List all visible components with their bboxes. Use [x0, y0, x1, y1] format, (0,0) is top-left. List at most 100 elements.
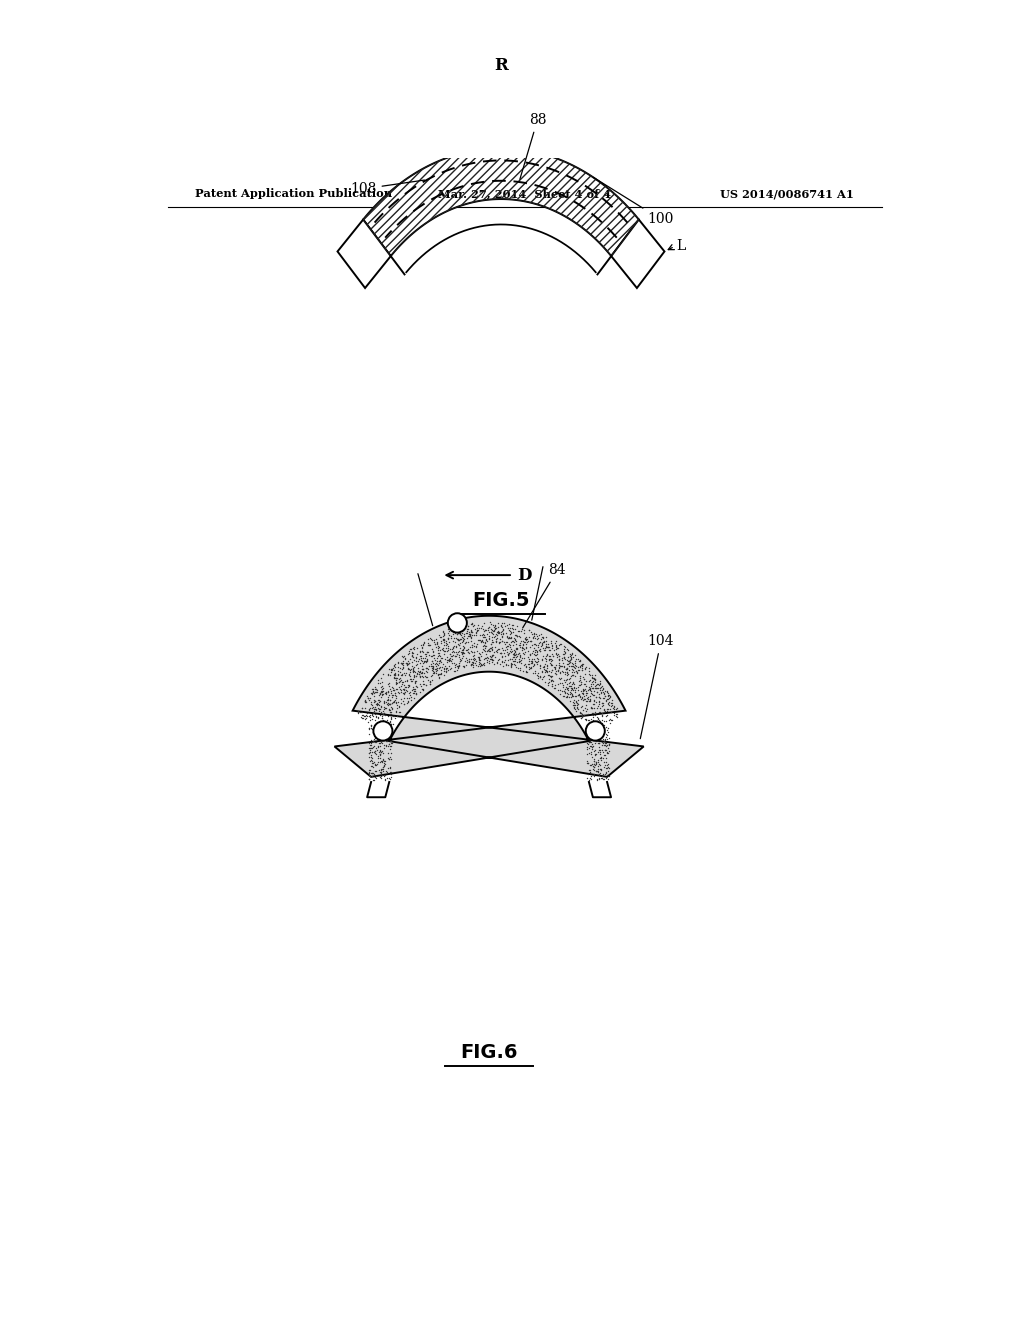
Point: [353, 697, 370, 718]
Point: [446, 661, 463, 682]
Point: [568, 649, 585, 671]
Point: [389, 706, 406, 727]
Point: [473, 655, 489, 676]
Point: [402, 661, 419, 682]
Point: [584, 747, 600, 768]
Point: [565, 677, 582, 698]
Point: [582, 688, 598, 709]
Point: [595, 694, 611, 715]
Point: [415, 667, 431, 688]
Point: [461, 622, 477, 643]
Point: [581, 709, 597, 730]
Polygon shape: [338, 219, 391, 288]
Point: [372, 762, 388, 783]
Point: [440, 619, 457, 640]
Point: [368, 727, 384, 748]
Point: [520, 651, 537, 672]
Point: [484, 615, 501, 636]
Point: [402, 669, 419, 690]
Point: [380, 735, 396, 756]
Point: [390, 660, 407, 681]
Point: [518, 638, 535, 659]
Point: [544, 649, 560, 671]
Point: [588, 730, 604, 751]
Point: [375, 759, 391, 780]
Point: [507, 619, 523, 640]
Point: [465, 656, 481, 677]
Point: [418, 651, 434, 672]
Point: [557, 682, 573, 704]
Point: [454, 627, 470, 648]
Point: [382, 678, 398, 700]
Point: [552, 680, 568, 701]
Point: [535, 657, 551, 678]
Point: [360, 768, 377, 789]
Point: [597, 680, 613, 701]
Point: [384, 659, 400, 680]
Point: [360, 759, 377, 780]
Point: [499, 642, 515, 663]
Point: [469, 640, 485, 661]
Point: [427, 659, 443, 680]
Point: [597, 755, 613, 776]
Point: [525, 623, 542, 644]
Point: [394, 672, 411, 693]
Point: [505, 634, 521, 655]
Point: [432, 664, 449, 685]
Point: [409, 653, 425, 675]
Point: [569, 694, 586, 715]
Point: [374, 750, 390, 771]
Point: [372, 741, 388, 762]
Point: [563, 678, 580, 700]
Point: [495, 645, 511, 667]
Point: [368, 754, 384, 775]
Point: [361, 746, 378, 767]
Point: [361, 763, 378, 784]
Point: [375, 756, 391, 777]
Point: [571, 649, 588, 671]
Point: [442, 643, 459, 664]
Point: [440, 631, 457, 652]
Point: [516, 627, 532, 648]
Point: [477, 648, 494, 669]
Point: [538, 648, 554, 669]
Point: [563, 685, 580, 706]
Point: [372, 682, 388, 704]
Point: [380, 726, 396, 747]
Point: [414, 649, 430, 671]
Point: [573, 686, 590, 708]
Point: [486, 653, 503, 675]
Point: [365, 752, 381, 774]
Point: [583, 767, 599, 788]
Point: [378, 692, 394, 713]
Point: [588, 717, 604, 738]
Point: [600, 692, 616, 713]
Point: [376, 714, 392, 735]
Point: [366, 764, 382, 785]
Point: [425, 644, 441, 665]
Point: [572, 665, 589, 686]
Point: [368, 693, 384, 714]
Point: [420, 669, 436, 690]
Point: [400, 643, 417, 664]
Point: [598, 726, 614, 747]
Point: [425, 663, 441, 684]
Point: [574, 700, 591, 721]
Point: [484, 639, 501, 660]
Point: [591, 688, 607, 709]
Point: [361, 735, 378, 756]
Point: [483, 638, 500, 659]
Point: [453, 649, 469, 671]
Point: [437, 656, 454, 677]
Point: [554, 677, 570, 698]
Point: [401, 668, 418, 689]
Point: [429, 635, 445, 656]
Point: [454, 615, 470, 636]
Point: [496, 652, 512, 673]
Point: [573, 681, 590, 702]
Point: [403, 642, 420, 663]
Point: [396, 676, 413, 697]
Point: [367, 731, 383, 752]
Point: [496, 631, 512, 652]
Point: [378, 730, 394, 751]
